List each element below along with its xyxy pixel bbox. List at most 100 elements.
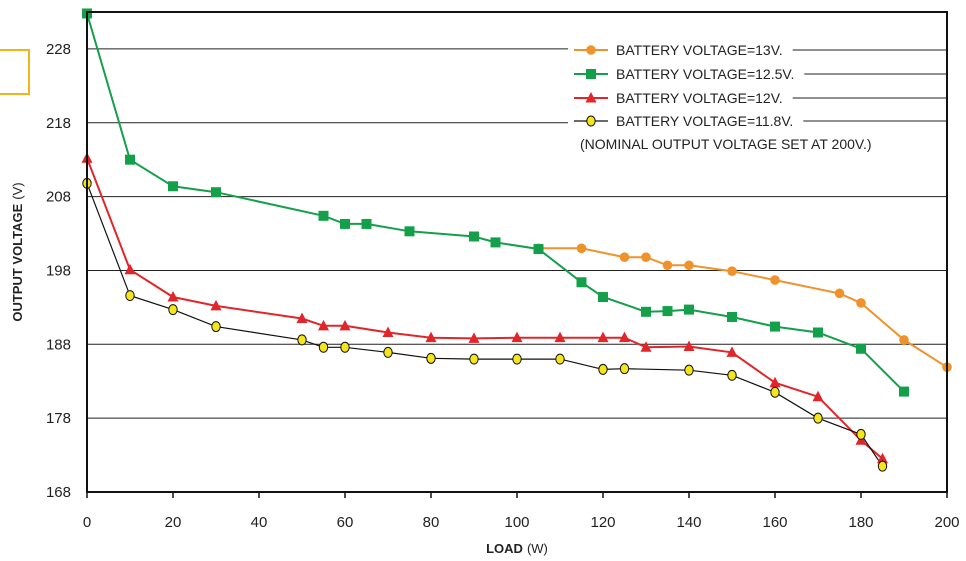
- decorative-frame: [0, 49, 30, 95]
- point-marker: [340, 341, 350, 353]
- point-marker: [211, 187, 221, 198]
- point-marker: [361, 218, 372, 229]
- legend-entry: BATTERY VOLTAGE=13V.: [616, 42, 783, 58]
- x-tick-label: 20: [165, 514, 182, 531]
- point-marker: [641, 252, 651, 262]
- point-marker: [597, 331, 609, 343]
- point-marker: [210, 299, 222, 311]
- x-axis-ticks: 0 20 40 60 80 100 120 140 160 180 200: [83, 492, 960, 531]
- x-tick-label: 200: [934, 514, 959, 531]
- x-tick-label: 120: [590, 514, 615, 531]
- point-marker: [555, 353, 565, 365]
- point-marker: [598, 292, 608, 303]
- y-tick-label: 198: [46, 262, 71, 279]
- plot-frame: [86, 11, 948, 493]
- point-marker: [684, 260, 694, 271]
- point-marker: [426, 352, 436, 364]
- point-marker: [576, 243, 587, 254]
- y-tick-label: 208: [46, 189, 71, 206]
- point-marker: [339, 319, 351, 331]
- x-axis-title-unit: (W): [527, 541, 548, 556]
- point-marker: [211, 321, 221, 333]
- point-marker: [770, 275, 780, 285]
- grid-lines: [87, 48, 947, 419]
- legend-entry: BATTERY VOLTAGE=12.5V.: [616, 66, 794, 82]
- point-marker: [125, 290, 135, 302]
- y-tick-label: 178: [46, 410, 71, 427]
- point-marker: [727, 266, 737, 277]
- point-marker: [813, 327, 823, 338]
- point-marker: [168, 181, 178, 192]
- point-marker: [834, 288, 845, 299]
- point-marker: [469, 353, 479, 365]
- point-marker: [167, 291, 179, 302]
- point-marker: [297, 334, 307, 346]
- series-line: [86, 183, 883, 467]
- y-axis-ticks: 168 178 188 198 208 218 228: [46, 41, 71, 501]
- point-marker: [899, 335, 909, 345]
- point-marker: [726, 346, 738, 357]
- series-line: [538, 247, 948, 369]
- point-marker: [469, 231, 479, 242]
- x-tick-label: 80: [423, 514, 440, 531]
- series-line: [86, 157, 884, 460]
- point-marker: [641, 306, 651, 317]
- y-tick-label: 228: [46, 41, 71, 58]
- point-marker: [125, 154, 135, 165]
- point-marker: [512, 353, 522, 365]
- x-tick-label: 60: [337, 514, 354, 531]
- legend-entry: BATTERY VOLTAGE=12V.: [616, 90, 783, 106]
- point-marker: [856, 428, 866, 440]
- point-marker: [662, 306, 673, 317]
- point-marker: [586, 69, 596, 79]
- point-marker: [619, 363, 630, 375]
- x-tick-label: 180: [848, 514, 873, 531]
- y-axis-title: OUTPUT VOLTAGE (V): [10, 182, 25, 321]
- point-marker: [468, 332, 480, 343]
- point-marker: [404, 226, 415, 237]
- legend: BATTERY VOLTAGE=13V. BATTERY VOLTAGE=12.5…: [568, 36, 947, 161]
- point-marker: [619, 331, 630, 343]
- point-marker: [576, 277, 587, 288]
- y-axis-title-unit: (V): [10, 182, 25, 199]
- point-marker: [490, 237, 501, 248]
- y-axis-title-bold: OUTPUT VOLTAGE: [10, 203, 25, 321]
- point-marker: [856, 298, 866, 308]
- point-marker: [533, 244, 544, 255]
- point-marker: [684, 304, 694, 315]
- y-tick-label: 218: [46, 115, 71, 132]
- x-tick-label: 140: [676, 514, 701, 531]
- point-marker: [586, 45, 596, 55]
- point-marker: [770, 321, 780, 332]
- point-marker: [899, 386, 909, 397]
- point-marker: [382, 326, 394, 337]
- point-marker: [296, 312, 308, 323]
- point-marker: [318, 341, 329, 353]
- point-marker: [554, 331, 566, 343]
- point-marker: [856, 343, 866, 354]
- y-tick-label: 188: [46, 336, 71, 353]
- point-marker: [662, 260, 673, 271]
- x-axis-title-bold: LOAD: [486, 541, 523, 556]
- point-marker: [640, 341, 652, 352]
- point-marker: [598, 363, 608, 375]
- point-marker: [813, 412, 823, 424]
- x-tick-label: 40: [251, 514, 268, 531]
- point-marker: [770, 386, 780, 398]
- y-tick-label: 168: [46, 484, 71, 501]
- point-marker: [727, 369, 737, 381]
- x-axis-title: LOAD (W): [486, 541, 548, 556]
- point-marker: [318, 319, 329, 331]
- point-marker: [877, 452, 888, 464]
- point-marker: [727, 311, 737, 322]
- point-marker: [684, 364, 694, 376]
- point-marker: [168, 304, 178, 316]
- point-marker: [383, 346, 393, 358]
- x-tick-label: 100: [504, 514, 529, 531]
- point-marker: [318, 210, 329, 221]
- x-tick-label: 160: [762, 514, 787, 531]
- point-marker: [877, 460, 888, 472]
- series-markers: [81, 8, 952, 472]
- point-marker: [586, 115, 596, 127]
